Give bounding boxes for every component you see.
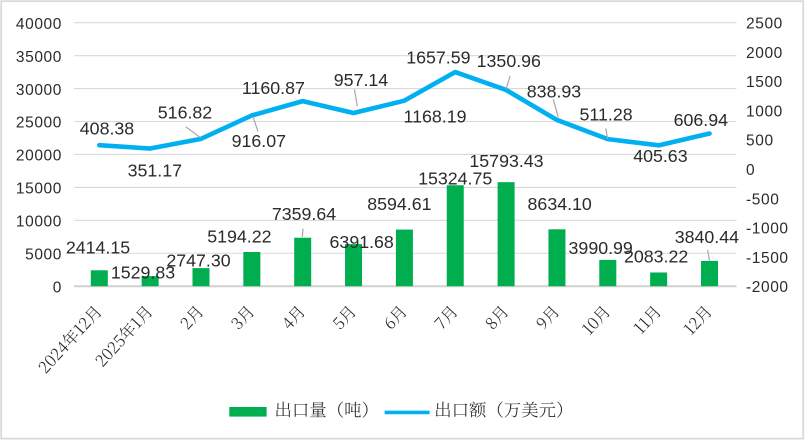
svg-text:5194.22: 5194.22 [207, 227, 271, 247]
svg-text:3990.99: 3990.99 [569, 238, 633, 258]
svg-text:7359.64: 7359.64 [272, 204, 336, 224]
svg-text:351.17: 351.17 [128, 160, 182, 180]
svg-text:2000: 2000 [746, 45, 783, 62]
svg-text:1168.19: 1168.19 [404, 106, 467, 126]
svg-text:10000: 10000 [16, 214, 62, 231]
svg-text:30000: 30000 [16, 82, 62, 99]
svg-text:-500: -500 [746, 191, 779, 208]
svg-text:1657.59: 1657.59 [406, 47, 470, 67]
svg-text:408.38: 408.38 [80, 118, 134, 138]
svg-text:15793.43: 15793.43 [469, 151, 543, 171]
svg-text:606.94: 606.94 [674, 110, 728, 130]
svg-text:3840.44: 3840.44 [675, 227, 739, 247]
svg-text:0: 0 [746, 162, 755, 179]
svg-text:1529.83: 1529.83 [111, 263, 175, 283]
svg-text:15324.75: 15324.75 [418, 169, 492, 189]
svg-text:2414.15: 2414.15 [66, 237, 130, 257]
svg-text:511.28: 511.28 [580, 104, 633, 124]
svg-text:-1000: -1000 [746, 221, 789, 238]
svg-text:15000: 15000 [16, 181, 62, 198]
svg-text:-2000: -2000 [746, 279, 789, 296]
svg-text:25000: 25000 [16, 115, 62, 132]
svg-text:957.14: 957.14 [334, 70, 388, 90]
svg-text:916.07: 916.07 [232, 131, 286, 151]
svg-text:5000: 5000 [25, 247, 62, 264]
svg-text:500: 500 [746, 133, 774, 150]
svg-text:405.63: 405.63 [633, 146, 687, 166]
svg-text:0: 0 [53, 279, 62, 296]
svg-text:2500: 2500 [746, 16, 783, 33]
svg-text:516.82: 516.82 [158, 103, 212, 123]
svg-text:8594.61: 8594.61 [367, 194, 431, 214]
svg-text:2083.22: 2083.22 [624, 247, 688, 267]
svg-text:1160.87: 1160.87 [242, 78, 305, 98]
svg-text:838.93: 838.93 [527, 82, 581, 102]
svg-text:-1500: -1500 [746, 250, 789, 267]
svg-text:40000: 40000 [16, 16, 62, 33]
svg-text:2747.30: 2747.30 [166, 251, 230, 271]
svg-text:8634.10: 8634.10 [528, 194, 592, 214]
svg-text:1000: 1000 [746, 103, 783, 120]
svg-text:35000: 35000 [16, 49, 62, 66]
svg-text:1500: 1500 [746, 74, 783, 91]
svg-text:6391.68: 6391.68 [330, 232, 394, 252]
svg-text:1350.96: 1350.96 [477, 51, 541, 71]
svg-text:20000: 20000 [16, 148, 62, 165]
